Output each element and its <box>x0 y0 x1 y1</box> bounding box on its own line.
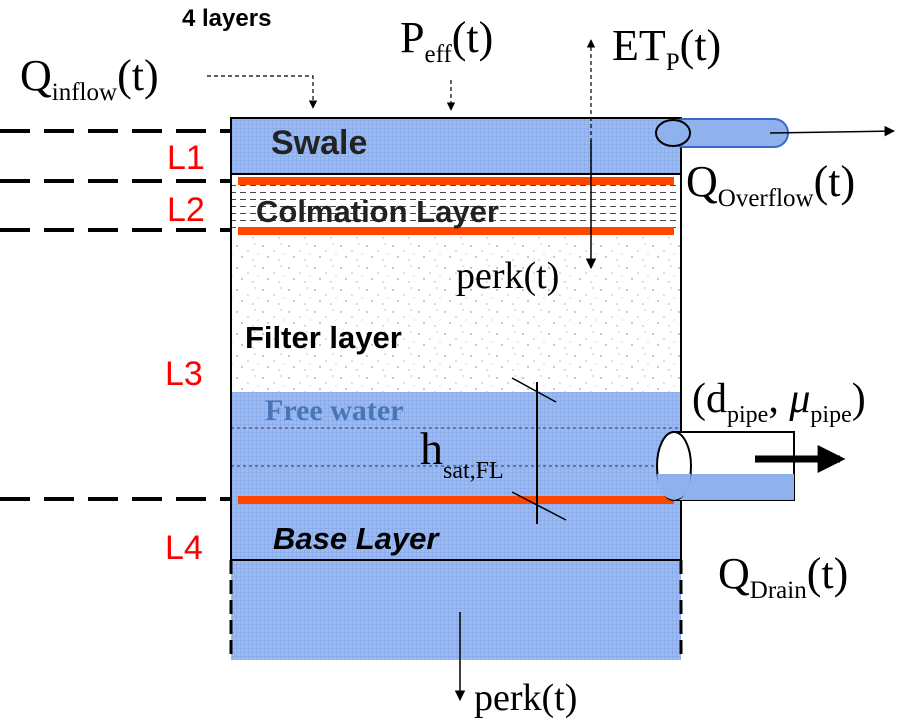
label-pipe-params: (dpipe, μpipe) <box>692 376 866 428</box>
diagram-title: 4 layers <box>182 5 271 32</box>
label-q-drain: QDrain(t) <box>718 549 848 604</box>
layer-label-l2: L2 <box>167 191 205 229</box>
cell-outline <box>230 117 682 561</box>
swale-water <box>230 117 682 175</box>
layer-label-l4: L4 <box>165 529 203 567</box>
layer-name-filter: Filter layer <box>245 320 402 355</box>
separator-top-colmation <box>238 177 674 185</box>
label-h-sat: hsat,FL <box>420 423 504 484</box>
layer-name-free-water: Free water <box>265 394 404 427</box>
subsoil-box <box>231 560 681 660</box>
separator-base-layer <box>238 496 674 504</box>
drain-pipe <box>656 431 846 501</box>
saturated-zone <box>231 392 681 560</box>
label-perk-bottom: perk(t) <box>474 677 577 718</box>
layer-name-colmation: Colmation Layer <box>256 194 499 229</box>
label-q-overflow: QOverflow(t) <box>686 157 855 212</box>
layer-name-base: Base Layer <box>273 521 440 556</box>
layer-label-l3: L3 <box>165 355 203 393</box>
inflow-arrow <box>207 75 318 109</box>
layer-label-l1: L1 <box>167 139 205 177</box>
colmation-layer-hatch <box>231 184 681 230</box>
separator-bottom-colmation <box>238 227 674 235</box>
overflow-pipe <box>655 118 896 148</box>
label-et-p: ETP(t) <box>612 21 721 76</box>
layer-boundary-lines <box>0 129 231 501</box>
label-p-eff: Peff(t) <box>400 13 493 68</box>
layer-name-swale: Swale <box>271 124 367 162</box>
filter-layer-body <box>231 236 681 392</box>
label-q-inflow: Qinflow(t) <box>20 51 159 106</box>
label-perk-inner: perk(t) <box>456 255 559 297</box>
